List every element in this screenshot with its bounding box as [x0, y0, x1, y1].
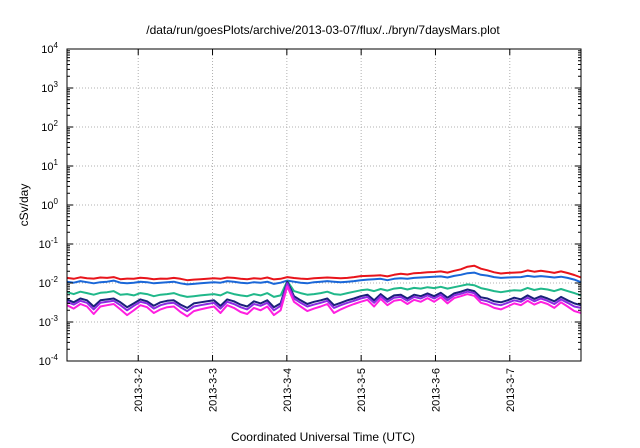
axis-ticks: 10-4 10-3 10-2 10-1 100 101 102 103 104 2013-3-2 2… — [39, 41, 581, 412]
series-lines — [66, 264, 582, 318]
series-line-1 — [66, 264, 582, 282]
plot-frame — [66, 48, 582, 362]
x-tick-label: 2013-3-3 — [208, 368, 220, 412]
x-tick-label: 2013-3-4 — [282, 368, 294, 412]
series-line-4 — [66, 280, 582, 309]
x-axis-label: Coordinated Universal Time (UTC) — [231, 430, 415, 444]
series-line-6 — [66, 285, 582, 318]
x-tick-label: 2013-3-7 — [505, 368, 517, 412]
y-tick-label: 10-1 — [39, 236, 59, 251]
y-axis-label: cSv/day — [17, 184, 31, 227]
y-tick-label: 10-3 — [39, 314, 59, 329]
y-tick-label: 10-4 — [39, 353, 59, 368]
y-tick-label: 10-2 — [39, 275, 59, 290]
series-line-2 — [66, 271, 582, 286]
y-tick-label: 101 — [41, 158, 58, 173]
grid-lines — [67, 49, 581, 361]
y-tick-label: 100 — [41, 197, 58, 212]
y-tick-label: 103 — [41, 80, 58, 95]
x-tick-label: 2013-3-5 — [356, 368, 368, 412]
y-tick-label: 102 — [41, 119, 58, 134]
x-tick-label: 2013-3-6 — [430, 368, 442, 412]
series-line-3 — [66, 280, 582, 298]
chart-title: /data/run/goesPlots/archive/2013-03-07/f… — [146, 23, 500, 37]
y-tick-label: 104 — [41, 41, 58, 56]
x-tick-label: 2013-3-2 — [133, 368, 145, 412]
series-line-5 — [66, 282, 582, 313]
